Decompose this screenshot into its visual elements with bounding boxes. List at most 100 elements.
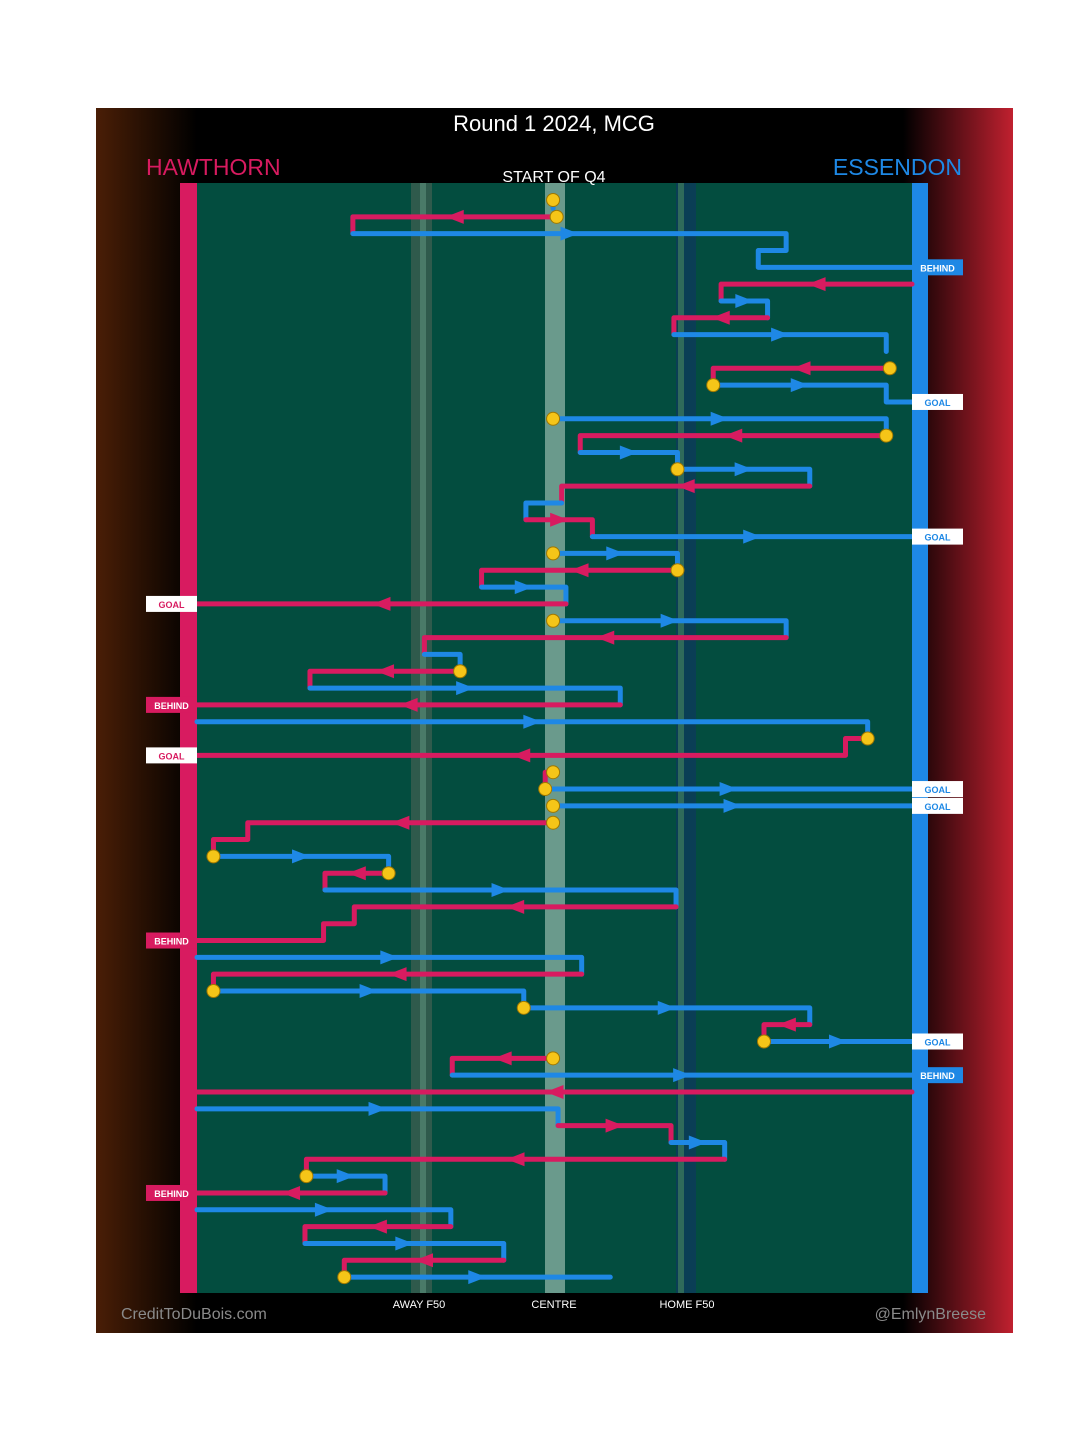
- stoppage-marker: [453, 664, 468, 679]
- result-badge-bg: [146, 1184, 197, 1201]
- chain-arrow: [676, 479, 695, 494]
- chain-arrow: [336, 1169, 355, 1184]
- chain-away-21: [550, 618, 789, 641]
- chain-arrow: [314, 1202, 333, 1217]
- chain-arrow: [724, 428, 743, 443]
- chain-arrow: [777, 1017, 796, 1032]
- stoppage-marker: [706, 378, 721, 393]
- chain-arrow: [719, 782, 738, 797]
- chain-arrow: [506, 1152, 525, 1167]
- result-badge-bg: [912, 393, 963, 410]
- result-badge-goal: GOAL: [925, 785, 952, 795]
- chain-arrow: [514, 580, 533, 595]
- chain-arrow: [512, 748, 531, 763]
- result-badge-bg: [912, 1067, 963, 1084]
- stoppage-marker: [546, 613, 561, 628]
- chain-arrow: [372, 596, 391, 611]
- markers-layer: BEHIND GOAL GOAL GOAL BEHIND GOAL GOAL GOAL BEHI…: [146, 193, 963, 1285]
- stoppage-marker: [381, 866, 396, 881]
- chain-home-53: [302, 1224, 454, 1246]
- stoppage-marker: [206, 849, 221, 864]
- stoppage-marker: [546, 765, 561, 780]
- chain-arrow: [596, 630, 615, 645]
- chain-home-15: [523, 517, 595, 540]
- result-badge-goal: GOAL: [925, 398, 952, 408]
- result-badge-bg: [912, 797, 963, 814]
- chain-arrow: [380, 950, 399, 965]
- x-label-home-f50: HOME F50: [659, 1299, 714, 1311]
- chain-home-34: [322, 870, 392, 893]
- stoppage-marker: [549, 209, 564, 224]
- chain-arrow: [711, 310, 730, 325]
- home-f50-line: [678, 183, 684, 1293]
- stoppage-marker: [756, 1034, 771, 1049]
- chain-home-1: [350, 214, 560, 237]
- chain-home-32: [210, 820, 556, 859]
- chain-away-54: [302, 1240, 507, 1263]
- chain-arrow: [391, 815, 410, 830]
- chain-arrow: [605, 1118, 624, 1133]
- chain-arrow: [445, 209, 464, 224]
- chain-arrow: [734, 462, 753, 477]
- chain-arrow: [560, 226, 579, 241]
- chain-arrow: [545, 1084, 564, 1099]
- chain-arrow: [723, 798, 742, 813]
- result-badge-goal: GOAL: [925, 533, 952, 543]
- result-badge-goal: GOAL: [159, 600, 186, 610]
- chain-arrow: [506, 899, 525, 914]
- chain-arrow: [376, 664, 395, 679]
- chain-arrow: [282, 1185, 301, 1200]
- chain-home-36: [194, 904, 679, 944]
- chart-subtitle: START OF Q4: [502, 169, 605, 186]
- chain-arrow: [388, 967, 407, 982]
- stoppage-marker: [206, 984, 221, 999]
- footer-credit: CreditToDuBois.com: [121, 1306, 267, 1323]
- chain-arrow: [743, 529, 762, 544]
- stoppage-marker: [299, 1169, 314, 1184]
- stoppage-marker: [337, 1270, 352, 1285]
- footer-handle: @EmlynBreese: [875, 1306, 986, 1323]
- result-badge-bg: [146, 696, 197, 713]
- stoppage-marker: [882, 361, 897, 376]
- chain-away-37: [194, 954, 585, 977]
- chain-home-22: [421, 635, 789, 657]
- chain-arrow: [673, 1068, 692, 1083]
- chain-away-14: [523, 500, 565, 523]
- result-badge-bg: [912, 1033, 963, 1050]
- result-badge-behind: BEHIND: [920, 263, 955, 273]
- chain-home-24: [307, 668, 463, 691]
- chain-away-6: [671, 332, 889, 354]
- result-badge-behind: BEHIND: [154, 701, 189, 711]
- chart-title: Round 1 2024, MCG: [453, 111, 655, 136]
- chain-arrow: [550, 512, 569, 527]
- chain-arrow: [606, 546, 625, 561]
- chain-arrow: [359, 984, 378, 999]
- chain-away-2: [350, 231, 915, 270]
- centre-zone: [545, 183, 565, 1293]
- chain-away-50: [303, 1173, 388, 1196]
- chain-arrow: [710, 411, 729, 426]
- result-badge-bg: [912, 259, 963, 276]
- chain-away-25: [307, 685, 623, 708]
- result-badge-goal: GOAL: [925, 802, 952, 812]
- chain-home-47: [555, 1123, 674, 1145]
- chain-arrow: [828, 1034, 847, 1049]
- chain-arrow: [790, 378, 809, 393]
- chain-away-12: [674, 466, 813, 489]
- stoppage-marker: [546, 193, 561, 207]
- chain-arrow: [771, 327, 790, 342]
- chain-arrow: [657, 1000, 676, 1015]
- chain-away-35: [322, 887, 679, 910]
- chain-arrow: [660, 613, 679, 628]
- result-badge-bg: [912, 528, 963, 545]
- away-f50-line: [420, 183, 426, 1293]
- chain-arrow: [523, 714, 542, 729]
- result-badge-behind: BEHIND: [154, 937, 189, 947]
- chain-arrow: [415, 1253, 434, 1268]
- chain-away-52: [194, 1207, 454, 1230]
- stoppage-marker: [516, 1000, 531, 1015]
- stoppage-marker: [546, 798, 561, 813]
- chain-arrow: [491, 883, 510, 898]
- stoppage-marker: [546, 815, 561, 830]
